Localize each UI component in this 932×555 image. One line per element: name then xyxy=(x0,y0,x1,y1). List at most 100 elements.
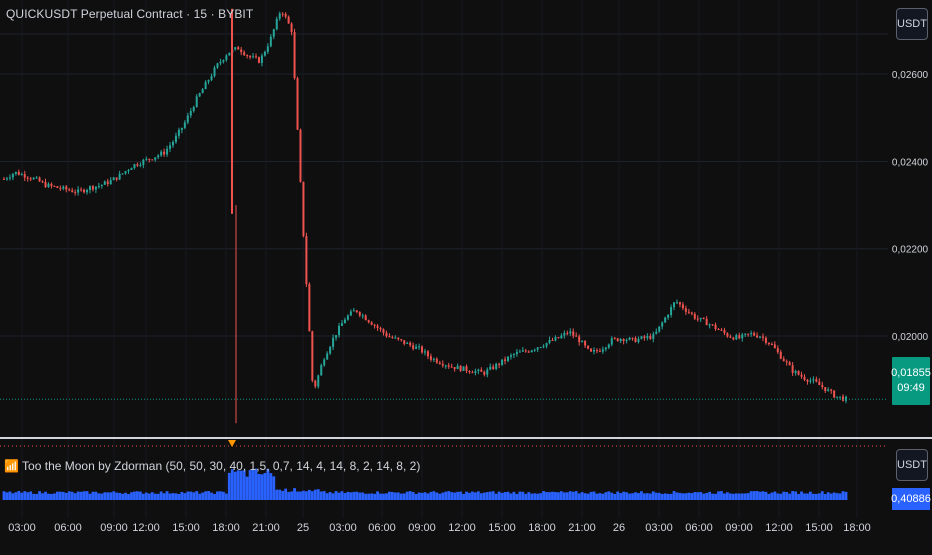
candle-body xyxy=(145,158,148,160)
candle-body xyxy=(415,346,418,349)
candle-body xyxy=(308,284,311,332)
candle-body xyxy=(32,177,35,180)
candle-body xyxy=(678,302,681,305)
candle-body xyxy=(11,173,14,178)
candle-body xyxy=(578,336,581,343)
volume-bar xyxy=(648,493,652,500)
volume-bar xyxy=(138,491,142,500)
volume-bar xyxy=(150,492,154,500)
candle-body xyxy=(637,338,640,343)
volume-bar xyxy=(64,492,68,500)
volume-bar xyxy=(447,491,451,500)
volume-bar xyxy=(195,491,199,500)
candle-body xyxy=(388,336,391,338)
candle-body xyxy=(587,345,590,349)
indicator-title[interactable]: 📶 Too the Moon by Zdorman (50, 50, 30, 4… xyxy=(4,459,421,473)
volume-bar xyxy=(346,491,350,500)
volume-bar xyxy=(147,493,151,500)
candle-body xyxy=(447,365,450,367)
volume-bar xyxy=(453,492,457,500)
volume-bar xyxy=(586,493,590,500)
volume-bar xyxy=(752,491,756,500)
candle-body xyxy=(367,320,370,323)
volume-bar xyxy=(740,493,744,500)
volume-bar xyxy=(438,493,442,500)
candle-body xyxy=(44,181,47,188)
volume-bar xyxy=(734,493,738,500)
last-price-badge: 0,01855 09:49 xyxy=(891,357,931,405)
candle-body xyxy=(320,365,323,376)
candle-body xyxy=(610,338,613,345)
candle-body xyxy=(735,335,738,340)
currency-button[interactable]: USDT xyxy=(896,8,928,40)
candle-body xyxy=(595,350,598,352)
candle-body xyxy=(767,342,770,345)
symbol-title[interactable]: QUICKUSDT Perpetual Contract · 15 · BYBI… xyxy=(6,7,254,21)
volume-bar xyxy=(322,491,326,500)
volume-bar xyxy=(666,493,670,500)
volume-bar xyxy=(797,493,800,500)
candle-body xyxy=(673,302,676,308)
candle-body xyxy=(785,361,788,363)
volume-bar xyxy=(245,476,249,500)
volume-bar xyxy=(260,474,264,500)
candle-body xyxy=(429,356,432,360)
candle-body xyxy=(474,371,477,373)
volume-bar xyxy=(530,493,534,500)
candle-body xyxy=(542,346,545,348)
candle-body xyxy=(397,337,400,340)
candle-body xyxy=(14,171,17,174)
volume-bar xyxy=(559,491,563,500)
volume-bar xyxy=(17,491,21,500)
candle-body xyxy=(590,348,593,352)
candle-body xyxy=(800,374,803,377)
volume-bar xyxy=(794,491,797,500)
candle-body xyxy=(676,302,679,304)
volume-bar xyxy=(254,468,258,500)
candle-body xyxy=(41,181,44,183)
candle-body xyxy=(836,396,839,398)
candle-body xyxy=(373,324,376,326)
candle-body xyxy=(370,322,373,325)
volume-bar xyxy=(411,492,415,500)
volume-bar xyxy=(35,493,39,500)
volume-bar xyxy=(758,491,762,500)
candle-body xyxy=(225,55,228,60)
volume-bar xyxy=(296,491,299,500)
candle-body xyxy=(249,55,252,58)
candle-body xyxy=(130,168,133,170)
volume-bar xyxy=(820,491,824,500)
time-axis-label: 09:00 xyxy=(725,522,753,534)
candle-body xyxy=(148,158,151,160)
candle-body xyxy=(616,338,619,342)
candle-body xyxy=(269,36,272,47)
candle-body xyxy=(821,385,824,388)
candle-body xyxy=(106,181,109,185)
candle-body xyxy=(477,369,480,372)
candle-body xyxy=(509,355,512,357)
volume-bar xyxy=(370,493,374,500)
volume-bar xyxy=(127,493,130,500)
candle-body xyxy=(604,347,607,350)
volume-bar xyxy=(70,491,74,500)
indicator-currency-button[interactable]: USDT xyxy=(896,449,928,481)
volume-bar xyxy=(811,493,815,500)
volume-bar xyxy=(518,491,522,500)
time-axis-label: 18:00 xyxy=(528,522,556,534)
volume-bar xyxy=(53,493,56,500)
volume-bar xyxy=(773,491,777,500)
volume-bar xyxy=(32,493,36,500)
candle-body xyxy=(127,169,130,172)
candle-body xyxy=(109,180,112,185)
candle-body xyxy=(228,52,231,56)
volume-bar xyxy=(343,493,347,500)
candle-body xyxy=(177,129,180,136)
volume-bar xyxy=(539,493,543,500)
volume-bar xyxy=(293,488,296,500)
candle-body xyxy=(652,333,655,339)
candle-body xyxy=(275,18,278,30)
candle-body xyxy=(518,351,521,353)
volume-bar xyxy=(331,493,335,500)
